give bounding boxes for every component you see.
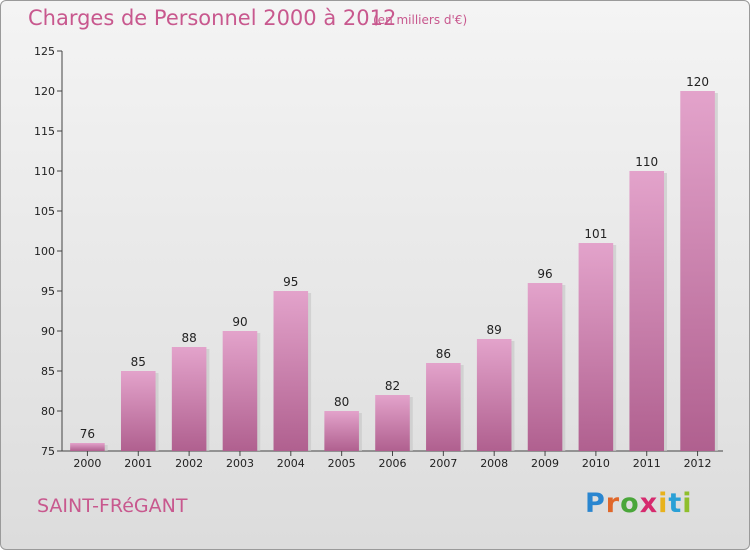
chart-subtitle: (en milliers d'€) <box>373 13 468 27</box>
x-tick-label-2001: 2001 <box>124 457 152 470</box>
commune-name: SAINT-FRéGANT <box>37 495 188 517</box>
y-tick-label: 115 <box>34 125 55 138</box>
bar-2000 <box>70 443 105 451</box>
data-label-2010: 101 <box>584 227 607 241</box>
chart-title: Charges de Personnel 2000 à 2012 <box>28 6 397 30</box>
bar-2010 <box>578 243 614 451</box>
x-tick-label-2007: 2007 <box>429 457 457 470</box>
data-label-2002: 88 <box>181 331 196 345</box>
chart-labels: 76 2000 85 2001 88 2002 90 2003 95 2004 80 2005 82 20… <box>73 75 711 470</box>
data-label-2001: 85 <box>131 355 146 369</box>
bar-2008 <box>476 339 512 451</box>
proxiti-logo: Proxiti <box>585 488 693 519</box>
bar-2006 <box>375 395 410 451</box>
logo-letter: P <box>585 488 606 519</box>
x-tick-label-2002: 2002 <box>175 457 203 470</box>
y-tick-label: 120 <box>34 85 55 98</box>
x-tick-label-2005: 2005 <box>328 457 356 470</box>
chart-axes: 75 80 85 90 95 100 105 110 115 120 125 <box>34 45 723 458</box>
bar-2009 <box>527 283 563 451</box>
chart-bars <box>70 91 718 451</box>
bar-2012 <box>680 91 715 451</box>
y-tick-label: 110 <box>34 165 55 178</box>
data-label-2008: 89 <box>487 323 502 337</box>
data-label-2007: 86 <box>436 347 451 361</box>
y-tick-label: 100 <box>34 245 55 258</box>
logo-letter: t <box>668 488 683 519</box>
y-tick-label: 80 <box>41 405 55 418</box>
data-label-2009: 96 <box>537 267 552 281</box>
y-tick-label: 125 <box>34 45 55 58</box>
bar-2005 <box>324 411 359 451</box>
x-tick-label-2012: 2012 <box>684 457 712 470</box>
x-tick-label-2008: 2008 <box>480 457 508 470</box>
y-tick-label: 95 <box>41 285 55 298</box>
x-tick-label-2004: 2004 <box>277 457 305 470</box>
y-tick-label: 90 <box>41 325 55 338</box>
data-label-2003: 90 <box>232 315 247 329</box>
logo-letter: i <box>682 488 693 519</box>
x-tick-label-2000: 2000 <box>73 457 101 470</box>
y-tick-label: 85 <box>41 365 55 378</box>
data-label-2012: 120 <box>686 75 709 89</box>
logo-letter: x <box>639 488 659 519</box>
bar-2002 <box>171 347 207 451</box>
x-tick-label-2006: 2006 <box>379 457 407 470</box>
bar-2004 <box>273 291 309 451</box>
x-tick-label-2003: 2003 <box>226 457 254 470</box>
x-tick-label-2009: 2009 <box>531 457 559 470</box>
x-tick-label-2011: 2011 <box>633 457 661 470</box>
logo-letter: i <box>658 488 669 519</box>
bar-2011 <box>629 171 665 451</box>
logo-letter: o <box>620 488 640 519</box>
data-label-2000: 76 <box>80 427 95 441</box>
bar-2003 <box>222 331 258 451</box>
bar-2001 <box>120 371 156 451</box>
data-label-2006: 82 <box>385 379 400 393</box>
data-label-2005: 80 <box>334 395 349 409</box>
y-tick-label: 105 <box>34 205 55 218</box>
y-tick-label: 75 <box>41 445 55 458</box>
data-label-2004: 95 <box>283 275 298 289</box>
data-label-2011: 110 <box>635 155 658 169</box>
bar-2007 <box>426 363 461 451</box>
x-tick-label-2010: 2010 <box>582 457 610 470</box>
logo-letter: r <box>605 488 621 519</box>
